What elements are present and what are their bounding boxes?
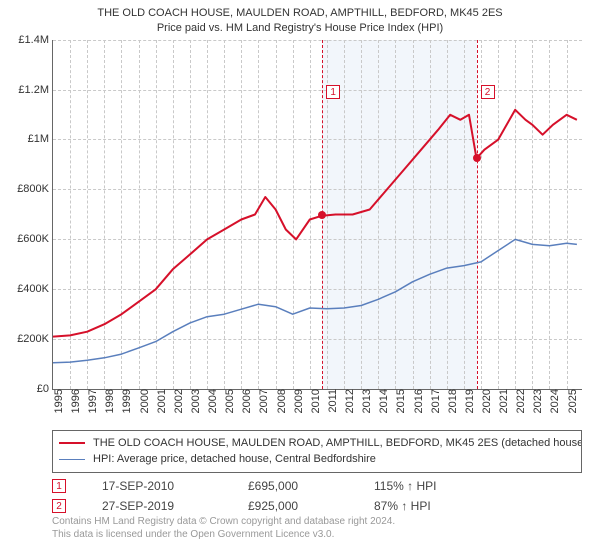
y-axis-tick-label: £800K [17, 183, 49, 195]
sale-delta-vs-hpi: 115% ↑ HPI [374, 479, 436, 493]
sales-table: 1 17-SEP-2010 £695,000 115% ↑ HPI 2 27-SEP-20… [52, 479, 582, 513]
series-line-property [53, 109, 577, 336]
x-axis-tick-label: 2000 [135, 389, 151, 413]
x-axis-tick-label: 1997 [83, 389, 99, 413]
title-line2: Price paid vs. HM Land Registry's House … [10, 21, 590, 36]
x-axis-tick-label: 2022 [511, 389, 527, 413]
sale-price: £925,000 [248, 499, 338, 513]
sale-price: £695,000 [248, 479, 338, 493]
footer-line1: Contains HM Land Registry data © Crown c… [52, 515, 582, 528]
x-axis-tick-label: 2013 [357, 389, 373, 413]
sale-row: 1 17-SEP-2010 £695,000 115% ↑ HPI [52, 479, 582, 493]
x-axis-tick-label: 2002 [169, 389, 185, 413]
x-axis-tick-label: 2007 [254, 389, 270, 413]
x-axis-tick-label: 2011 [323, 389, 339, 413]
x-axis-tick-label: 2005 [220, 389, 236, 413]
x-axis-tick-label: 2021 [494, 389, 510, 413]
chart-plot-area: £0£200K£400K£600K£800K£1M£1.2M£1.4M19951… [52, 40, 582, 390]
legend-item-property: THE OLD COACH HOUSE, MAULDEN ROAD, AMPTH… [59, 435, 575, 452]
x-axis-tick-label: 2023 [528, 389, 544, 413]
x-axis-tick-label: 2017 [426, 389, 442, 413]
sale-date: 17-SEP-2010 [102, 479, 212, 493]
x-axis-tick-label: 1998 [100, 389, 116, 413]
x-axis-tick-label: 2009 [289, 389, 305, 413]
sale-row: 2 27-SEP-2019 £925,000 87% ↑ HPI [52, 499, 582, 513]
legend-item-hpi: HPI: Average price, detached house, Cent… [59, 451, 575, 468]
event-dot [473, 154, 481, 162]
y-axis-tick-label: £0 [37, 383, 49, 395]
x-axis-tick-label: 2006 [237, 389, 253, 413]
x-axis-tick-label: 2008 [272, 389, 288, 413]
legend: THE OLD COACH HOUSE, MAULDEN ROAD, AMPTH… [52, 430, 582, 473]
legend-swatch [59, 459, 85, 460]
footer-line2: This data is licensed under the Open Gov… [52, 528, 582, 541]
sale-marker-box: 1 [52, 479, 66, 493]
x-axis-tick-label: 2025 [563, 389, 579, 413]
event-dot [318, 211, 326, 219]
x-axis-tick-label: 2020 [477, 389, 493, 413]
x-axis-tick-label: 2019 [460, 389, 476, 413]
x-axis-tick-label: 2012 [340, 389, 356, 413]
x-axis-tick-label: 2001 [152, 389, 168, 413]
y-axis-tick-label: £600K [17, 233, 49, 245]
y-axis-tick-label: £400K [17, 283, 49, 295]
footer-attribution: Contains HM Land Registry data © Crown c… [52, 515, 582, 541]
chart-title: THE OLD COACH HOUSE, MAULDEN ROAD, AMPTH… [10, 6, 590, 36]
legend-swatch [59, 442, 85, 444]
x-axis-tick-label: 2016 [409, 389, 425, 413]
x-axis-tick-label: 2014 [374, 389, 390, 413]
y-axis-tick-label: £200K [17, 333, 49, 345]
legend-label: THE OLD COACH HOUSE, MAULDEN ROAD, AMPTH… [93, 435, 582, 452]
sale-marker-box: 2 [52, 499, 66, 513]
sale-delta-vs-hpi: 87% ↑ HPI [374, 499, 431, 513]
series-line-hpi [53, 239, 577, 362]
x-axis-tick-label: 2015 [391, 389, 407, 413]
x-axis-tick-label: 1999 [117, 389, 133, 413]
x-axis-tick-label: 2024 [545, 389, 561, 413]
title-line1: THE OLD COACH HOUSE, MAULDEN ROAD, AMPTH… [10, 6, 590, 21]
y-axis-tick-label: £1.4M [18, 34, 49, 46]
x-axis-tick-label: 2004 [203, 389, 219, 413]
x-axis-tick-label: 2018 [443, 389, 459, 413]
y-axis-tick-label: £1.2M [18, 84, 49, 96]
x-axis-tick-label: 2010 [306, 389, 322, 413]
legend-label: HPI: Average price, detached house, Cent… [93, 451, 376, 468]
x-axis-tick-label: 1995 [49, 389, 65, 413]
sale-date: 27-SEP-2019 [102, 499, 212, 513]
x-axis-tick-label: 2003 [186, 389, 202, 413]
x-axis-tick-label: 1996 [66, 389, 82, 413]
y-axis-tick-label: £1M [28, 133, 49, 145]
